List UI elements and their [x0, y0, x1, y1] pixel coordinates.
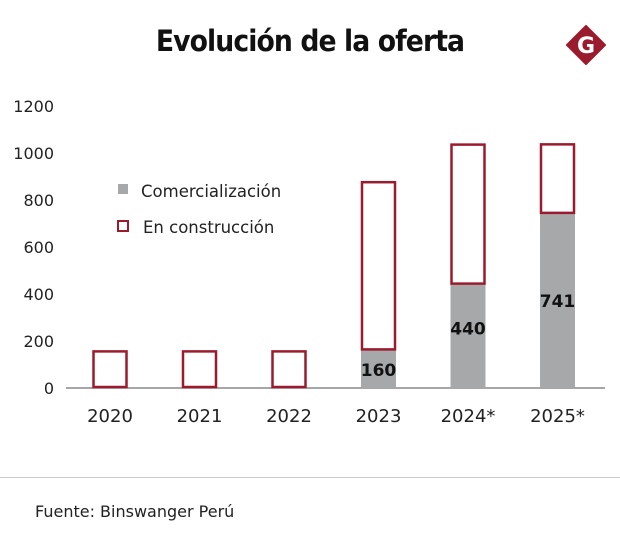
bar-commercialization [361, 350, 396, 388]
bar-commercialization [450, 284, 486, 388]
bar-construction [181, 350, 218, 389]
x-tick-label: 2025* [530, 406, 585, 427]
y-tick-label: 1200 [13, 97, 54, 116]
bar-commercialization [540, 213, 575, 388]
bar-construction [92, 350, 128, 389]
source-note: Fuente: Binswanger Perú [35, 502, 235, 521]
legend-label-construction: En construcción [143, 218, 274, 237]
y-tick-label: 600 [23, 238, 54, 257]
legend-swatch-construction [117, 220, 129, 232]
footer-divider [0, 477, 620, 478]
legend-label-commercialization: Comercialización [141, 182, 281, 201]
y-tick-label: 200 [23, 332, 54, 351]
y-tick-label: 1000 [13, 144, 54, 163]
bar-construction [271, 350, 307, 389]
logo-letter: G [577, 34, 595, 59]
y-tick-label: 400 [23, 285, 54, 304]
bar-construction [450, 143, 486, 285]
x-tick-label: 2021 [177, 406, 223, 427]
bar-construction [539, 143, 576, 215]
y-tick-label: 0 [44, 379, 54, 398]
data-label: 741 [540, 292, 576, 312]
y-tick-label: 800 [23, 191, 54, 210]
x-axis: 2020 2021 2022 2023 2024* 2025* [87, 406, 585, 427]
bar-construction [360, 180, 397, 351]
legend: Comercialización En construcción [117, 182, 281, 237]
legend-swatch-commercialization [118, 184, 128, 194]
data-label: 440 [450, 320, 486, 340]
bars: 160 440 741 [92, 143, 576, 389]
brand-logo-icon: G [566, 25, 606, 65]
x-tick-label: 2020 [87, 406, 133, 427]
x-tick-label: 2024* [441, 406, 496, 427]
x-tick-label: 2022 [266, 406, 312, 427]
chart-title: Evolución de la oferta [155, 24, 465, 58]
stacked-bar-chart: 0 200 400 600 800 1000 1200 160 440 741 2020 2021… [13, 97, 605, 427]
x-tick-label: 2023 [356, 406, 402, 427]
y-axis: 0 200 400 600 800 1000 1200 [13, 97, 54, 398]
data-label: 160 [361, 361, 397, 381]
